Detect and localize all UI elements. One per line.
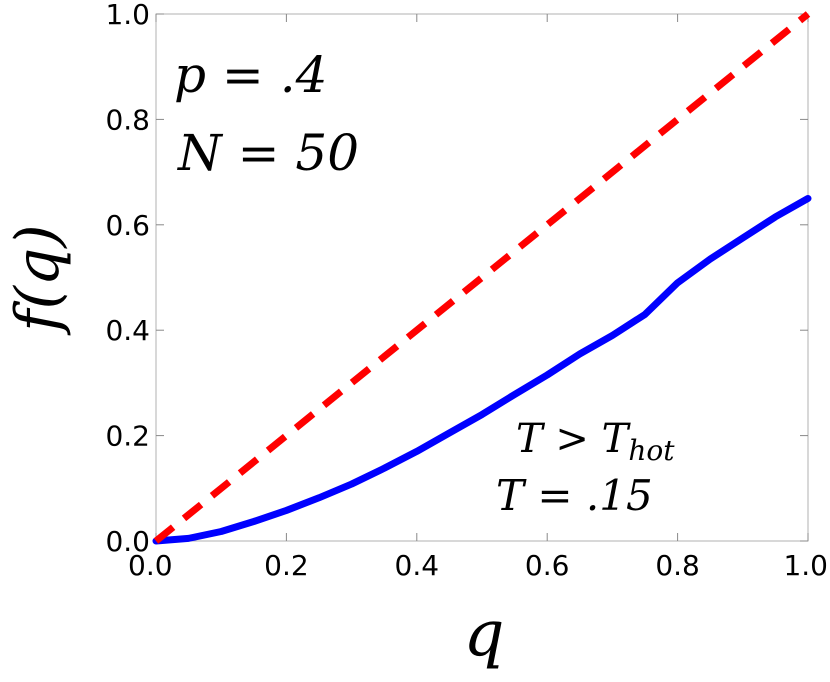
x-tick-label: 0.0 (128, 549, 173, 582)
x-axis-ticks: 0.0 0.2 0.4 0.6 0.8 1.0 (128, 14, 828, 582)
series-line-solid (152, 194, 812, 545)
annotation-thot: T > Thot (516, 416, 675, 467)
y-tick-label: 0.2 (105, 420, 150, 453)
x-tick-label: 0.4 (395, 549, 440, 582)
annotation-p: p = .4 (174, 46, 327, 104)
y-tick-label: 0.0 (105, 525, 150, 558)
y-tick-label: 0.8 (105, 103, 150, 136)
annotation-t: T = .15 (496, 471, 653, 520)
x-tick-label: 0.6 (525, 549, 570, 582)
y-tick-label: 0.4 (105, 314, 150, 347)
series-layer (152, 11, 812, 545)
annotation-thot-subscript: hot (628, 434, 675, 467)
x-tick-label: 0.2 (264, 549, 309, 582)
y-axis-ticks: 0.0 0.2 0.4 0.6 0.8 1.0 (105, 0, 808, 558)
x-tick-label: 0.8 (655, 549, 700, 582)
x-tick-label: 1.0 (783, 549, 828, 582)
y-tick-label: 1.0 (105, 0, 150, 31)
y-tick-label: 0.6 (105, 209, 150, 242)
plot-frame (155, 13, 809, 542)
annotation-thot-main: T > T (516, 416, 632, 462)
x-axis-title: q (464, 597, 505, 671)
y-axis-title: f(q) (3, 224, 73, 335)
annotation-n: N = 50 (177, 124, 359, 182)
series-line-dashed (153, 11, 811, 544)
